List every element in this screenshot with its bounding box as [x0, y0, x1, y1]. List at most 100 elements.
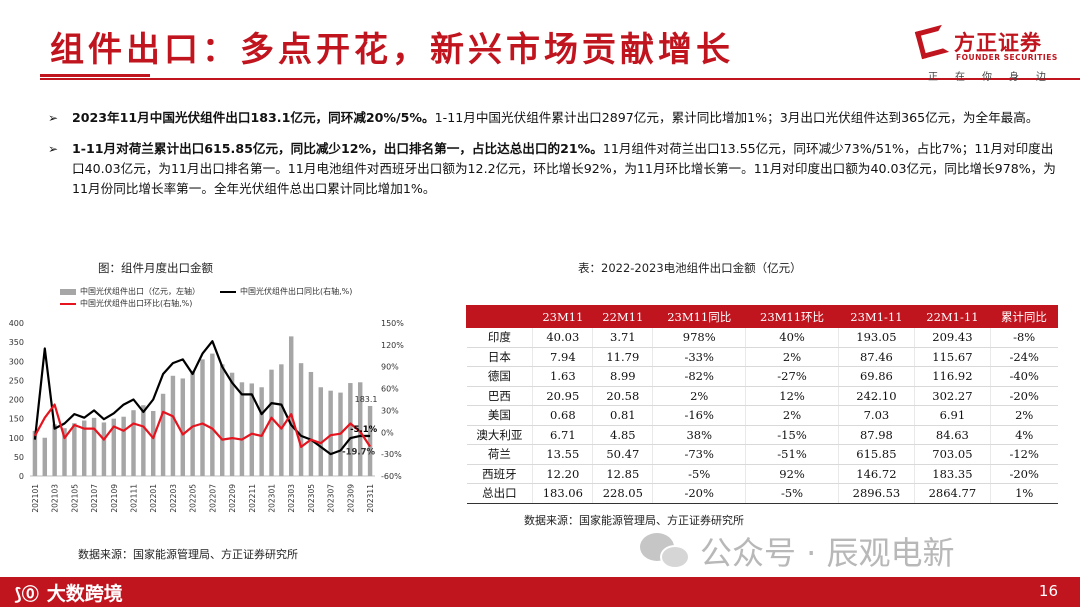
table-cell: 1.63 — [532, 366, 594, 387]
y-left-tick-label: 300 — [9, 357, 24, 366]
table-row-label: 巴西 — [466, 386, 534, 406]
table-cell: -73% — [652, 444, 747, 465]
table-row-label: 美国 — [466, 405, 534, 426]
chart-bar — [131, 410, 136, 476]
x-tick-label: 202307 — [327, 484, 336, 513]
table-cell: 2% — [745, 405, 839, 426]
chart-bar — [229, 372, 235, 476]
watermark: 公众号 · 辰观电新 — [640, 528, 955, 574]
x-tick-label: 202201 — [149, 484, 158, 513]
bar-data-label: 183.1 — [355, 395, 378, 404]
table-cell: 146.72 — [838, 464, 915, 484]
table-header-cell: 23M11环比 — [745, 305, 839, 328]
table-cell: 2% — [745, 347, 839, 367]
table-cell: 20.95 — [532, 386, 594, 406]
table-cell: 978% — [652, 327, 747, 348]
table-row: 德国 1.63 8.99 -82% -27% 69.86 116.92 -40% — [466, 366, 1058, 387]
bullet-text: 11月组件对荷兰出口13.55亿元，同环减少73%/51%，占比7%；11月对印… — [72, 141, 1056, 196]
table-cell: 40.03 — [532, 327, 594, 348]
table-cell: 11.79 — [592, 347, 654, 367]
chart-bar — [298, 363, 304, 476]
x-tick-label: 202301 — [268, 484, 277, 513]
chart-bar — [348, 383, 353, 476]
table-cell: 302.27 — [914, 386, 991, 406]
table-cell: 242.10 — [838, 386, 915, 406]
table-cell: 13.55 — [532, 444, 594, 465]
x-tick-label: 202303 — [287, 484, 296, 513]
table-row-label: 荷兰 — [466, 444, 534, 465]
export-chart: 0 50 100 150 200 250 300 350 400 -60% -30% 0% 30% 60%… — [9, 319, 405, 513]
chart-bar — [111, 418, 117, 476]
table-cell: 87.46 — [838, 347, 915, 367]
footer-brand: ⟆⓪ 大数跨境 — [14, 579, 123, 606]
footer-brand-text: 大数跨境 — [46, 583, 123, 605]
table-cell: 12.20 — [532, 464, 594, 484]
chart-bar — [367, 405, 373, 476]
legend-item-bar: 中国光伏组件出口（亿元，左轴） — [60, 286, 200, 297]
legend-label-mom: 中国光伏组件出口环比(右轴,%) — [80, 299, 193, 308]
chart-bar — [52, 424, 57, 476]
bullet-text: 1-11月中国光伏组件累计出口2897亿元，累计同比增加1%；3月出口光伏组件达… — [434, 110, 1039, 125]
table-cell: -33% — [652, 347, 747, 367]
series-line-mom — [33, 403, 372, 448]
table-row-label: 日本 — [466, 347, 534, 367]
y-right-tick-label: 60% — [381, 385, 399, 394]
table-cell: 84.63 — [914, 425, 991, 445]
chart-bar — [170, 375, 176, 476]
table-cell: 183.06 — [532, 483, 594, 504]
table-cell: 4% — [990, 425, 1058, 445]
chart-bar — [32, 430, 38, 476]
table-cell: 0.81 — [592, 405, 654, 426]
y-left-tick-label: 100 — [9, 434, 24, 443]
y-right-tick-label: 120% — [381, 341, 404, 350]
x-tick-label: 202207 — [208, 484, 217, 513]
table-row: 日本 7.94 11.79 -33% 2% 87.46 115.67 -24% — [466, 347, 1058, 367]
table-cell: 193.05 — [838, 327, 915, 348]
table-cell: 7.03 — [838, 405, 915, 426]
y-right-tick-label: 0% — [381, 428, 394, 437]
table-cell: 6.71 — [532, 425, 594, 445]
title-divider — [40, 78, 1080, 80]
x-tick-label: 202205 — [189, 484, 198, 513]
x-tick-label: 202211 — [248, 484, 257, 513]
chart-bar — [72, 423, 77, 476]
title-accent-bar — [40, 74, 150, 77]
table-cell: 8.99 — [592, 366, 654, 387]
table-cell: -5% — [745, 483, 839, 504]
table-row-label: 印度 — [466, 327, 534, 348]
table-row: 美国 0.68 0.81 -16% 2% 7.03 6.91 2% — [466, 405, 1058, 426]
table-row: 巴西 20.95 20.58 2% 12% 242.10 302.27 -20% — [466, 386, 1058, 406]
table-cell: 615.85 — [838, 444, 915, 465]
table-cell: 92% — [745, 464, 839, 484]
table-header-cell: 22M11 — [592, 305, 654, 328]
table-cell: 12.85 — [592, 464, 654, 484]
chart-bar — [239, 382, 245, 476]
watermark-text: 公众号 · 辰观电新 — [700, 534, 955, 572]
chart-bar — [308, 371, 314, 476]
table-cell: 703.05 — [914, 444, 991, 465]
table-header-cell: 22M1-11 — [913, 305, 991, 328]
legend-item-yoy: 中国光伏组件出口同比(右轴,%) — [220, 286, 352, 297]
company-logo: 方正证券 FOUNDER SECURITIES 正在你身边 — [914, 24, 1068, 88]
logo-slogan: 正在你身边 — [928, 72, 1063, 83]
chart-bar — [101, 422, 107, 476]
table-cell: 87.98 — [838, 425, 915, 445]
table-header-cell — [465, 305, 534, 328]
table-row-label: 澳大利亚 — [466, 425, 534, 445]
table-row: 印度 40.03 3.71 978% 40% 193.05 209.43 -8% — [466, 327, 1058, 348]
table-cell: -40% — [990, 366, 1058, 387]
table-cell: 12% — [745, 386, 839, 406]
bullet-item: ➢ 2023年11月中国光伏组件出口183.1亿元，同环减20%/5%。1-11… — [48, 108, 1060, 128]
page-number: 16 — [1038, 582, 1058, 600]
table-cell: -12% — [990, 444, 1058, 465]
x-tick-label: 202107 — [90, 484, 99, 513]
logo-english-name: FOUNDER SECURITIES — [956, 53, 1058, 62]
chart-bar — [150, 410, 156, 476]
table-cell: 6.91 — [914, 405, 991, 426]
chart-source: 数据来源：国家能源管理局、方正证券研究所 — [78, 548, 298, 561]
chart-bar — [269, 369, 274, 476]
x-tick-label: 202309 — [346, 484, 355, 513]
legend-item-mom: 中国光伏组件出口环比(右轴,%) — [60, 298, 192, 309]
table-header-cell: 23M11 — [532, 305, 594, 328]
chart-bar — [200, 359, 205, 476]
